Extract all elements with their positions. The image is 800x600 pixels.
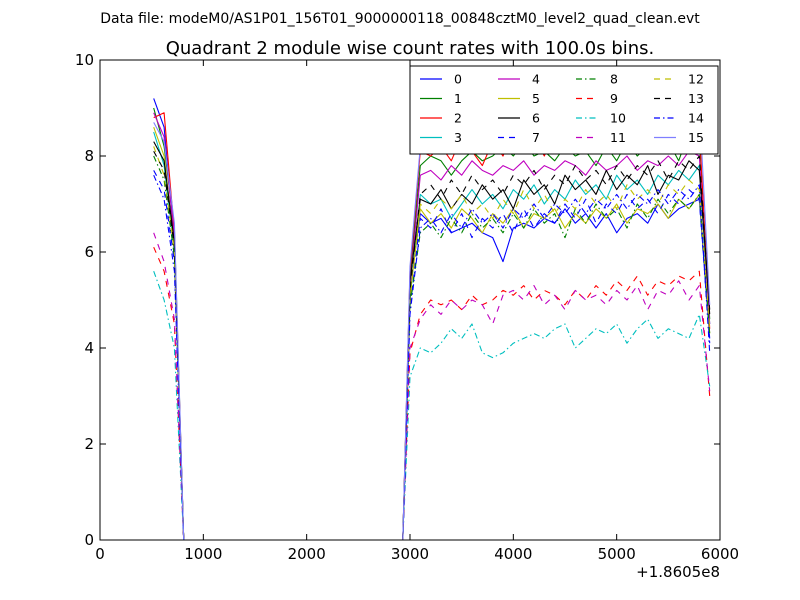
x-tick-label: 4000 bbox=[494, 545, 532, 563]
legend-label-0: 0 bbox=[454, 72, 462, 87]
legend-label-3: 3 bbox=[454, 130, 462, 145]
y-tick-label: 2 bbox=[84, 435, 94, 453]
series-line-14 bbox=[153, 174, 711, 541]
legend-label-10: 10 bbox=[610, 111, 626, 126]
legend-label-1: 1 bbox=[454, 91, 462, 106]
x-tick-label: 6000 bbox=[701, 545, 739, 563]
y-tick-label: 8 bbox=[84, 147, 94, 165]
series-line-13 bbox=[153, 150, 711, 541]
x-tick-label: 0 bbox=[95, 545, 105, 563]
series-line-5 bbox=[153, 127, 711, 541]
legend-label-2: 2 bbox=[454, 111, 462, 126]
legend-label-4: 4 bbox=[532, 72, 540, 87]
legend-label-5: 5 bbox=[532, 91, 540, 106]
series-line-10 bbox=[153, 271, 711, 541]
y-tick-label: 4 bbox=[84, 339, 94, 357]
legend-label-9: 9 bbox=[610, 91, 618, 106]
legend-label-8: 8 bbox=[610, 72, 618, 87]
legend-label-12: 12 bbox=[688, 72, 704, 87]
legend-label-7: 7 bbox=[532, 130, 540, 145]
legend-box bbox=[409, 65, 719, 155]
legend-label-14: 14 bbox=[688, 111, 704, 126]
legend-label-13: 13 bbox=[688, 91, 704, 106]
x-tick-label: 2000 bbox=[288, 545, 326, 563]
x-tick-label: 1000 bbox=[184, 545, 222, 563]
series-line-8 bbox=[153, 155, 711, 541]
x-tick-label: 3000 bbox=[391, 545, 429, 563]
y-tick-label: 0 bbox=[84, 531, 94, 549]
series-line-11 bbox=[153, 232, 711, 541]
legend-label-15: 15 bbox=[688, 130, 704, 145]
legend-label-6: 6 bbox=[532, 111, 540, 126]
series-line-12 bbox=[153, 146, 711, 541]
figure-suptitle: Data file: modeM0/AS1P01_156T01_90000001… bbox=[100, 11, 700, 27]
x-tick-label: 5000 bbox=[598, 545, 636, 563]
series-line-4 bbox=[153, 112, 711, 541]
legend-label-11: 11 bbox=[610, 130, 626, 145]
chart-title: Quadrant 2 module wise count rates with … bbox=[166, 38, 655, 59]
y-tick-label: 10 bbox=[75, 51, 94, 69]
x-axis-offset-label: +1.8605e8 bbox=[636, 563, 720, 581]
y-tick-label: 6 bbox=[84, 243, 94, 261]
